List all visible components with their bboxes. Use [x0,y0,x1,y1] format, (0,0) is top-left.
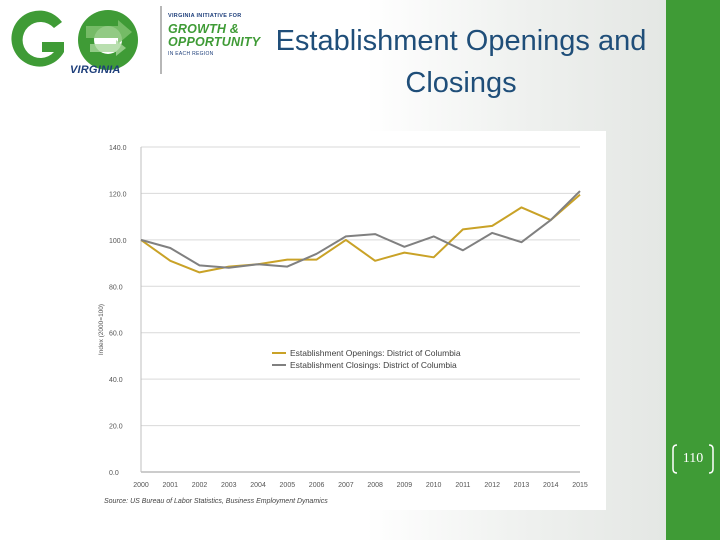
y-tick-label: 60.0 [109,331,123,338]
series-line-openings [140,193,581,274]
chart-source-note: Source: US Bureau of Labor Statistics, B… [104,498,328,505]
x-tick-label: 2004 [250,482,266,489]
tagline-line1: GROWTH & [168,21,240,36]
x-tick-label: 2011 [455,482,470,489]
x-tick-label: 2001 [162,482,178,489]
x-tick-label: 2014 [543,482,559,489]
x-tick-label: 2010 [426,482,442,489]
go-logo-mark [11,10,138,70]
legend-entry: Establishment Closings: District of Colu… [290,360,457,370]
legend-entry: Establishment Openings: District of Colu… [290,348,461,358]
page-number-bracket [672,444,714,474]
x-tick-label: 2008 [367,482,383,489]
series-line-closings [140,190,581,269]
slide-title: Establishment Openings and Closings [275,25,647,99]
logo-divider [160,6,162,74]
y-tick-label: 80.0 [109,284,123,291]
tagline-top: VIRGINIA INITIATIVE FOR [168,13,242,19]
y-tick-label: 20.0 [109,424,123,431]
tagline-bottom: IN EACH REGION [168,50,214,57]
go-virginia-logo: VIRGINIA VIRGINIA INITIATIVE FOR GROWTH … [0,0,260,84]
y-tick-label: 120.0 [109,191,127,198]
y-axis-label: Index (2000=100) [98,304,105,355]
y-tick-label: 100.0 [109,238,127,245]
x-tick-label: 2013 [514,482,530,489]
x-tick-label: 2005 [280,482,296,489]
logo-tagline: VIRGINIA INITIATIVE FOR GROWTH & OPPORTU… [168,13,261,57]
y-tick-label: 0.0 [109,470,119,477]
x-tick-label: 2015 [572,482,588,489]
chart-canvas: 0.0 20.0 40.0 60.0 80.0 100.0 120.0 140.0 Index … [98,145,588,489]
x-tick-label: 2006 [309,482,325,489]
y-tick-label: 40.0 [109,377,123,384]
logo-state-word: VIRGINIA [70,64,121,76]
x-tick-label: 2009 [397,482,413,489]
y-tick-label: 140.0 [109,145,127,152]
x-tick-label: 2003 [221,482,237,489]
page-number: 110 [682,451,704,466]
x-tick-label: 2000 [133,482,149,489]
x-tick-label: 2012 [484,482,500,489]
x-tick-label: 2007 [338,482,354,489]
tagline-line2: OPPORTUNITY [168,35,261,49]
right-accent-bar [666,0,720,540]
line-chart: 0.0 20.0 40.0 60.0 80.0 100.0 120.0 140.0 Index … [96,131,606,510]
x-tick-label: 2002 [192,482,208,489]
